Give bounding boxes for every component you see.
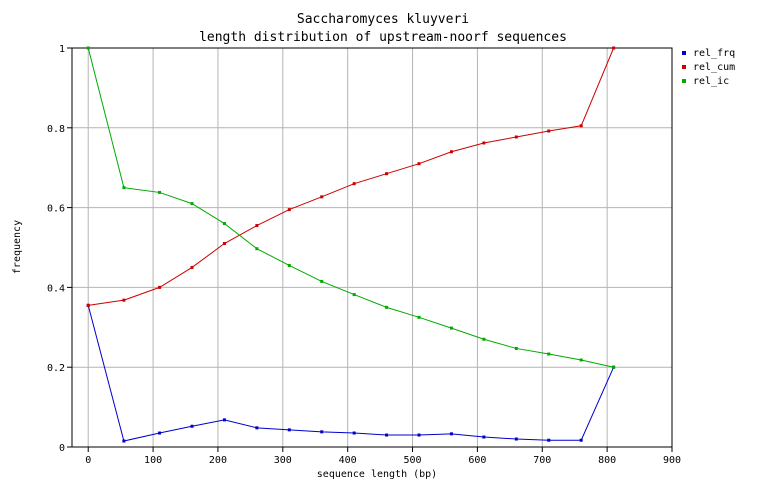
- legend-label: rel_frq: [693, 48, 735, 59]
- x-tick-label: 100: [144, 455, 162, 466]
- legend-label: rel_cum: [693, 62, 735, 73]
- data-point-rel_cum: [612, 46, 616, 50]
- data-point-rel_ic: [449, 326, 453, 330]
- data-point-rel_frq: [482, 435, 486, 439]
- x-tick-label: 700: [533, 455, 551, 466]
- x-axis-ticks: 0 100 200 300 400 500 600 700 800 900: [85, 447, 681, 466]
- data-point-rel_frq: [514, 437, 518, 441]
- data-point-rel_frq: [385, 433, 389, 437]
- data-point-rel_ic: [514, 346, 518, 350]
- data-point-rel_cum: [449, 150, 453, 154]
- data-point-rel_cum: [417, 162, 421, 166]
- legend-label: rel_ic: [693, 76, 729, 87]
- series-line-rel_cum: [88, 47, 615, 306]
- y-tick-label: 0.6: [47, 204, 65, 215]
- data-point-rel_ic: [320, 279, 324, 283]
- y-tick-label: 0.4: [47, 283, 65, 294]
- x-axis-label: sequence length (bp): [317, 469, 437, 480]
- data-point-rel_frq: [352, 431, 356, 435]
- y-axis-ticks: 0 0.2 0.4 0.6 0.8 1: [47, 44, 72, 454]
- data-point-rel_ic: [482, 337, 486, 341]
- legend-marker: [682, 79, 686, 83]
- data-point-rel_cum: [352, 182, 356, 186]
- data-point-rel_frq: [579, 438, 583, 442]
- legend-item-rel_frq: rel_frq: [682, 48, 735, 59]
- data-point-rel_frq: [122, 439, 126, 443]
- plot-area: [71, 47, 673, 448]
- data-point-rel_ic: [579, 358, 583, 362]
- legend-item-rel_ic: rel_ic: [682, 76, 729, 87]
- data-point-rel_cum: [385, 172, 389, 176]
- data-point-rel_cum: [320, 195, 324, 199]
- x-tick-label: 500: [404, 455, 422, 466]
- data-point-rel_frq: [222, 418, 226, 422]
- series-lines: [86, 46, 616, 443]
- legend-item-rel_cum: rel_cum: [682, 62, 735, 73]
- data-point-rel_ic: [547, 352, 551, 356]
- data-point-rel_ic: [86, 46, 90, 50]
- x-tick-label: 600: [468, 455, 486, 466]
- data-point-rel_frq: [158, 431, 162, 435]
- y-axis-label: frequency: [12, 220, 23, 274]
- data-point-rel_ic: [222, 222, 226, 226]
- data-point-rel_ic: [122, 186, 126, 190]
- series-line-rel_frq: [87, 305, 615, 442]
- y-tick-label: 0: [59, 443, 65, 454]
- data-point-rel_cum: [579, 124, 583, 128]
- x-tick-label: 900: [663, 455, 681, 466]
- data-point-rel_frq: [417, 433, 421, 437]
- data-point-rel_ic: [612, 365, 616, 369]
- data-point-rel_cum: [158, 285, 162, 289]
- chart-title: Saccharomyces kluyveri: [297, 12, 469, 27]
- data-point-rel_cum: [287, 208, 291, 212]
- x-tick-label: 200: [209, 455, 227, 466]
- legend-marker: [682, 51, 686, 55]
- data-point-rel_ic: [352, 293, 356, 297]
- legend: rel_frq rel_cum rel_ic: [682, 48, 735, 87]
- data-point-rel_ic: [385, 305, 389, 309]
- data-point-rel_cum: [222, 242, 226, 246]
- y-tick-label: 1: [59, 44, 65, 55]
- y-tick-label: 0.2: [47, 363, 65, 374]
- y-tick-label: 0.8: [47, 124, 65, 135]
- data-point-rel_cum: [547, 129, 551, 133]
- data-point-rel_ic: [190, 202, 194, 206]
- grid: [72, 47, 673, 448]
- data-point-rel_frq: [255, 426, 259, 430]
- x-tick-label: 300: [274, 455, 292, 466]
- data-point-rel_cum: [514, 135, 518, 139]
- data-point-rel_frq: [320, 430, 324, 434]
- x-tick-label: 400: [339, 455, 357, 466]
- data-point-rel_cum: [482, 141, 486, 145]
- chart-subtitle: length distribution of upstream-noorf se…: [199, 30, 567, 45]
- data-point-rel_frq: [287, 428, 291, 432]
- data-point-rel_ic: [287, 263, 291, 267]
- data-point-rel_frq: [190, 424, 194, 428]
- data-point-rel_cum: [190, 265, 194, 269]
- data-point-rel_ic: [158, 190, 162, 194]
- data-point-rel_frq: [547, 438, 551, 442]
- data-point-rel_ic: [255, 247, 259, 251]
- x-tick-label: 0: [85, 455, 91, 466]
- data-point-rel_frq: [449, 432, 453, 436]
- data-point-rel_cum: [122, 298, 126, 302]
- data-point-rel_cum: [86, 303, 90, 307]
- x-tick-label: 800: [598, 455, 616, 466]
- legend-marker: [682, 65, 686, 69]
- data-point-rel_ic: [417, 315, 421, 319]
- data-point-rel_cum: [255, 224, 259, 228]
